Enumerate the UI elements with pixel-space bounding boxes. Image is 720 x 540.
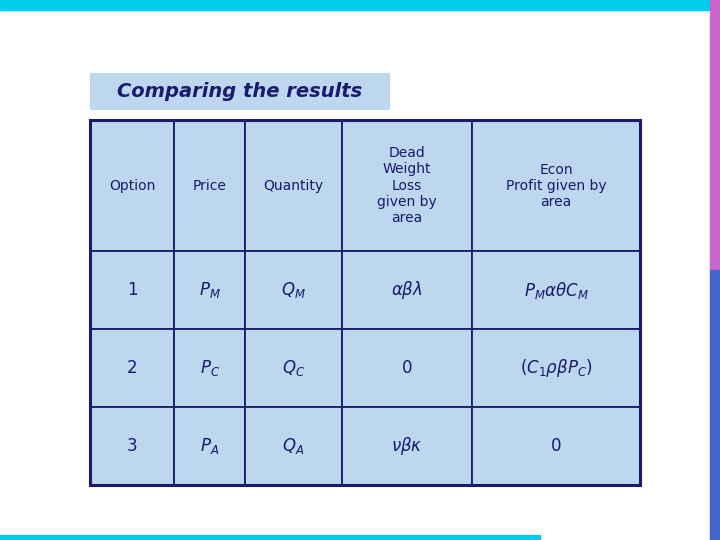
Bar bbox=[342, 120, 472, 252]
Bar bbox=[342, 252, 472, 329]
Text: 3: 3 bbox=[127, 437, 138, 455]
Bar bbox=[0, 0, 720, 10]
Bar bbox=[90, 120, 174, 252]
Bar bbox=[246, 407, 342, 485]
Bar bbox=[710, 270, 720, 540]
Text: Dead
Weight
Loss
given by
area: Dead Weight Loss given by area bbox=[377, 146, 437, 225]
Bar bbox=[472, 329, 640, 407]
Text: $\alpha\beta\lambda$: $\alpha\beta\lambda$ bbox=[391, 279, 423, 301]
Bar bbox=[0, 535, 540, 540]
Bar bbox=[174, 252, 246, 329]
Bar bbox=[472, 407, 640, 485]
Bar bbox=[90, 73, 390, 110]
Bar bbox=[342, 407, 472, 485]
Text: Quantity: Quantity bbox=[264, 179, 323, 193]
Bar bbox=[246, 329, 342, 407]
Bar bbox=[246, 252, 342, 329]
Text: $\nu\beta\kappa$: $\nu\beta\kappa$ bbox=[391, 435, 423, 457]
Bar bbox=[342, 329, 472, 407]
Bar bbox=[246, 120, 342, 252]
Text: $P_M\alpha\theta C_M$: $P_M\alpha\theta C_M$ bbox=[523, 280, 589, 301]
Bar bbox=[472, 252, 640, 329]
Bar bbox=[90, 120, 640, 485]
Text: 2: 2 bbox=[127, 359, 138, 377]
Text: $P_C$: $P_C$ bbox=[199, 358, 220, 378]
Text: $Q_C$: $Q_C$ bbox=[282, 358, 305, 378]
Bar bbox=[174, 329, 246, 407]
Text: $Q_M$: $Q_M$ bbox=[281, 280, 306, 300]
Text: Comparing the results: Comparing the results bbox=[117, 82, 363, 101]
Text: $Q_A$: $Q_A$ bbox=[282, 436, 305, 456]
Text: Econ
Profit given by
area: Econ Profit given by area bbox=[505, 163, 606, 209]
Bar bbox=[90, 407, 174, 485]
Text: Price: Price bbox=[193, 179, 227, 193]
Text: $P_M$: $P_M$ bbox=[199, 280, 220, 300]
Bar bbox=[90, 252, 174, 329]
Bar bbox=[90, 329, 174, 407]
Text: $(C_1\rho\beta P_C)$: $(C_1\rho\beta P_C)$ bbox=[520, 357, 593, 379]
Text: Option: Option bbox=[109, 179, 155, 193]
Text: 0: 0 bbox=[551, 437, 562, 455]
Bar bbox=[710, 0, 720, 270]
Bar bbox=[472, 120, 640, 252]
Text: $P_A$: $P_A$ bbox=[200, 436, 219, 456]
Text: 1: 1 bbox=[127, 281, 138, 299]
Bar bbox=[174, 120, 246, 252]
Bar bbox=[174, 407, 246, 485]
Text: 0: 0 bbox=[402, 359, 412, 377]
